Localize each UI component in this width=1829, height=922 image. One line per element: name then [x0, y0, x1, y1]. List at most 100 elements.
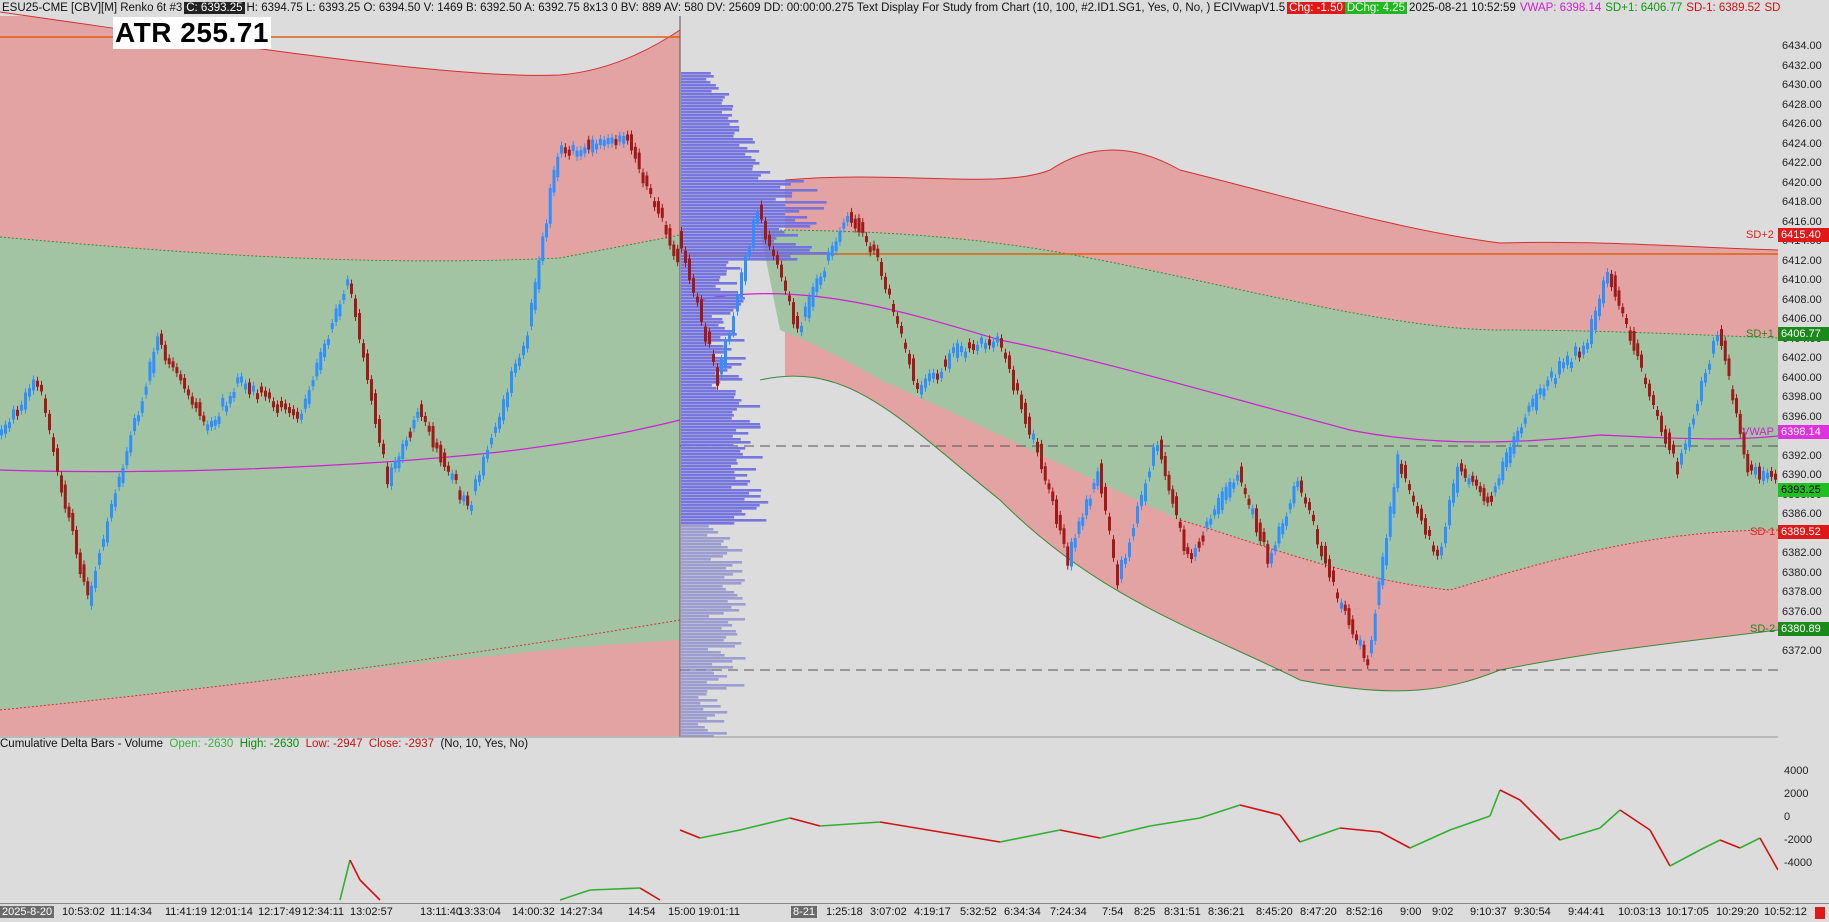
vwap-text: VWAP: 6398.14	[1519, 2, 1602, 14]
renko-s1-bar	[486, 449, 489, 459]
renko-s2-bar	[1100, 463, 1103, 494]
volume-profile-bar	[681, 555, 723, 558]
volume-profile-bar	[681, 168, 753, 171]
renko-s2-bar	[1292, 486, 1296, 504]
volume-profile-bar	[681, 684, 745, 687]
renko-s2-bar	[1051, 491, 1055, 502]
renko-s2-bar	[908, 353, 911, 365]
time-label: 10:52:12	[1764, 906, 1807, 918]
renko-s1-bar	[563, 147, 567, 154]
renko-s2-bar	[1182, 529, 1186, 551]
symbol-label[interactable]: ESU25-CME [CBV][M] Renko 6t #3	[2, 2, 183, 14]
renko-s2-bar	[1243, 488, 1247, 495]
renko-s2-bar	[1328, 559, 1331, 578]
volume-profile-bar	[681, 465, 732, 468]
delta-study-title[interactable]: Cumulative Delta Bars - Volume Open: -26…	[0, 738, 528, 750]
renko-s2-bar	[1400, 463, 1403, 474]
time-axis[interactable]: 2025-8-20 8-21 10:53:02 11:14:34 11:41:19 1…	[0, 903, 1829, 922]
renko-s2-bar	[1550, 371, 1553, 378]
renko-s2-bar	[1201, 535, 1205, 542]
volume-profile-bar	[681, 192, 793, 195]
renko-s2-bar	[1388, 506, 1392, 537]
volume-profile-bar	[681, 405, 761, 408]
renko-s2-bar	[1020, 394, 1023, 410]
renko-s2-bar	[1340, 602, 1343, 609]
renko-s2-bar	[811, 287, 815, 307]
renko-s2-bar	[1213, 509, 1217, 516]
renko-s2-bar	[1273, 545, 1277, 552]
renko-s1-bar	[401, 443, 405, 459]
renko-s2-bar	[972, 344, 975, 351]
volume-profile-bar	[681, 426, 761, 429]
volume-profile-bar	[681, 135, 734, 138]
renko-s2-bar	[1652, 395, 1655, 406]
volume-profile-bar	[681, 627, 722, 630]
renko-s1-bar	[326, 338, 330, 345]
time-label: 13:02:57	[350, 906, 393, 918]
renko-s1-bar	[606, 138, 610, 145]
volume-profile-bar	[681, 258, 798, 261]
time-label: 7:24:34	[1050, 906, 1087, 918]
renko-s2-bar	[916, 382, 919, 389]
price-tick: 6398.00	[1782, 391, 1822, 403]
volume-profile-bar	[681, 261, 729, 264]
renko-s1-bar	[397, 456, 401, 469]
renko-s1-bar	[217, 416, 221, 424]
renko-s1-bar	[71, 512, 75, 531]
delta-subgraph-bg	[0, 737, 1778, 903]
renko-s2-bar	[1104, 486, 1107, 511]
renko-s1-bar	[595, 143, 598, 150]
date-label-1: 2025-8-20	[0, 906, 55, 918]
renko-s2-bar	[1209, 518, 1213, 525]
renko-s2-bar	[744, 256, 747, 282]
volume-profile-bar	[681, 564, 733, 567]
renko-s2-bar	[1163, 456, 1167, 477]
renko-s2-bar	[944, 359, 947, 367]
volume-profile-bar	[681, 339, 745, 342]
renko-s1-bar	[672, 244, 676, 256]
renko-s2-bar	[807, 296, 811, 319]
renko-s2-bar	[1610, 273, 1613, 288]
sd2-dn-label: SD-2	[1750, 623, 1776, 635]
renko-s1-bar	[498, 416, 501, 429]
renko-s1-bar	[466, 495, 470, 506]
renko-s2-bar	[996, 336, 999, 343]
price-tick: 6400.00	[1782, 371, 1822, 384]
volume-profile-bar	[681, 105, 734, 108]
time-label: 3:07:02	[870, 906, 907, 918]
volume-profile-bar	[681, 93, 730, 96]
renko-s2-bar	[842, 222, 846, 229]
volume-profile-bar	[681, 687, 727, 690]
renko-s2-bar	[896, 316, 899, 324]
renko-s1-bar	[315, 362, 319, 377]
volume-profile-bar	[681, 453, 743, 456]
renko-s2-bar	[853, 218, 857, 229]
price-tick: 6430.00	[1782, 79, 1822, 91]
time-label: 14:54	[628, 906, 656, 918]
renko-s2-bar	[1373, 613, 1377, 641]
renko-s2-bar	[850, 211, 853, 223]
volume-profile-bar	[681, 285, 716, 288]
renko-s2-bar	[1640, 354, 1643, 368]
chart-canvas[interactable]	[0, 0, 1778, 903]
renko-s2-bar	[724, 340, 727, 368]
renko-s2-bar	[1668, 432, 1671, 451]
renko-s2-bar	[936, 373, 939, 380]
renko-s2-bar	[803, 306, 807, 317]
renko-s2-bar	[838, 231, 842, 242]
renko-s1-bar	[260, 386, 263, 393]
price-tick: 6408.00	[1782, 293, 1822, 306]
renko-s2-bar	[1396, 454, 1400, 489]
time-label: 9:02	[1432, 906, 1454, 918]
renko-s1-bar	[213, 419, 217, 426]
renko-s2-bar	[756, 211, 759, 223]
corner-marker[interactable]	[1815, 907, 1825, 919]
volume-profile-bar	[681, 99, 723, 102]
volume-profile-bar	[681, 705, 721, 708]
delta-line-s2	[1559, 827, 1601, 841]
price-axis[interactable]: 6434.00 6432.00 6430.00 6428.00 6426.00 6424.…	[1778, 0, 1829, 921]
renko-s2-bar	[924, 378, 927, 388]
volume-profile-bar	[681, 84, 716, 87]
renko-s1-bar	[252, 385, 255, 392]
renko-s2-bar	[1432, 545, 1435, 552]
